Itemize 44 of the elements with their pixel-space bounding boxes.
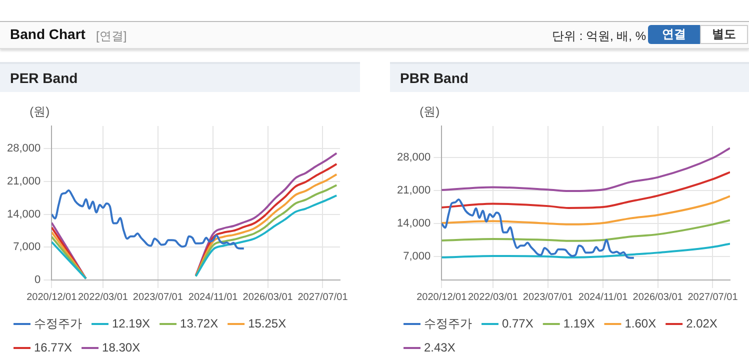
y-tick-label: 7,000	[13, 241, 41, 254]
y-tick-label: 7,000	[403, 250, 431, 262]
y-tick-label: 0	[34, 274, 41, 286]
legend-label: 수정주가	[34, 316, 82, 330]
legend-label: 1.19X	[563, 316, 595, 330]
legend-label: 15.25X	[248, 316, 286, 330]
legend-label: 수정주가	[424, 316, 472, 330]
y-axis-title: (원)	[30, 104, 50, 118]
y-tick-label: 28,000	[396, 152, 431, 164]
y-tick-label: 21,000	[6, 175, 41, 188]
text: 연결	[648, 25, 700, 44]
x-tick-label: 2026/03/01	[632, 292, 684, 303]
line-series	[442, 198, 635, 259]
x-tick-label: 2023/07/01	[522, 292, 574, 303]
x-tick-label: 2022/03/01	[468, 292, 518, 303]
x-tick-label: 2026/03/01	[242, 292, 294, 303]
legend-label: 2.43X	[424, 340, 456, 354]
legend-label: 16.77X	[34, 340, 72, 354]
chart-title: PBR Band	[390, 62, 749, 92]
x-tick-label: 2022/03/01	[78, 292, 128, 303]
legend-label: 1.60X	[624, 316, 656, 330]
text: Band Chart	[10, 26, 86, 42]
y-axis-title: (원)	[420, 104, 440, 118]
x-tick-label: 2024/11/01	[188, 292, 238, 303]
legend-label: 13.72X	[180, 316, 218, 330]
x-tick-label: 2024/11/01	[578, 292, 628, 303]
legend-label: 0.77X	[502, 316, 534, 330]
text: 단위 : 억원, 배, %	[552, 28, 646, 45]
y-tick-label: 14,000	[396, 218, 431, 230]
y-tick-label: 21,000	[396, 184, 431, 197]
text: 별도	[700, 25, 748, 44]
legend-label: 18.30X	[102, 340, 140, 354]
x-tick-label: 2027/07/01	[298, 292, 348, 303]
x-tick-label: 2023/07/01	[132, 292, 184, 303]
line-series	[52, 189, 245, 250]
y-tick-label: 14,000	[6, 208, 41, 220]
y-tick-label: 28,000	[6, 142, 41, 155]
x-tick-label: 2020/12/01	[416, 292, 468, 303]
chart-title: PER Band	[0, 62, 360, 92]
x-tick-label: 2027/07/01	[688, 292, 738, 303]
legend-label: 2.02X	[686, 316, 718, 330]
text: [연결]	[96, 28, 127, 45]
legend-label: 12.19X	[112, 316, 150, 330]
x-tick-label: 2020/12/01	[26, 292, 78, 303]
